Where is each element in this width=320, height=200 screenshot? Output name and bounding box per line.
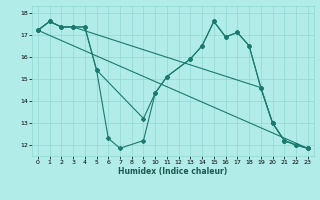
X-axis label: Humidex (Indice chaleur): Humidex (Indice chaleur) [118,167,228,176]
